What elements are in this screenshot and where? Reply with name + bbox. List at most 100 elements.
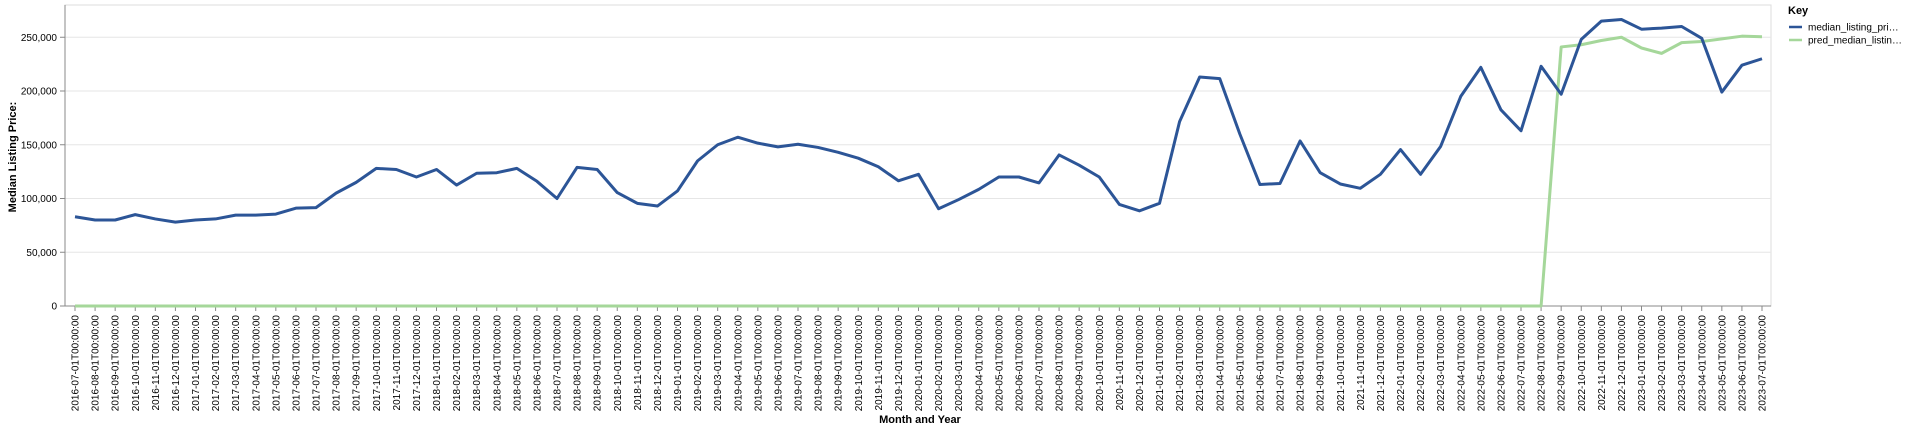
x-tick-label: 2022-04-01T00:00:00 [1456,315,1467,412]
legend-title: Key [1788,5,1809,17]
x-tick-label: 2022-08-01T00:00:00 [1537,315,1548,412]
x-tick-label: 2020-04-01T00:00:00 [974,315,985,412]
x-tick-label: 2018-04-01T00:00:00 [492,315,503,412]
x-tick-label: 2022-05-01T00:00:00 [1476,315,1487,412]
x-tick-label: 2020-10-01T00:00:00 [1095,315,1106,412]
x-tick-label: 2019-09-01T00:00:00 [834,315,845,412]
x-tick-label: 2023-01-01T00:00:00 [1637,315,1648,412]
x-tick-label: 2022-03-01T00:00:00 [1436,315,1447,412]
x-tick-label: 2016-12-01T00:00:00 [171,315,182,412]
series-lines [74,18,1763,308]
y-tick-label: 0 [51,302,57,313]
x-tick-label: 2023-07-01T00:00:00 [1758,315,1769,412]
x-tick-label: 2023-02-01T00:00:00 [1657,315,1668,412]
y-tick-label: 200,000 [21,87,58,98]
x-tick-label: 2018-02-01T00:00:00 [452,315,463,412]
x-tick-label: 2018-03-01T00:00:00 [472,315,483,412]
x-tick-label: 2020-03-01T00:00:00 [954,315,965,412]
x-tick-label: 2021-02-01T00:00:00 [1175,315,1186,412]
x-tick-label: 2017-01-01T00:00:00 [191,315,202,412]
x-tick-label: 2021-12-01T00:00:00 [1376,315,1387,412]
x-tick-label: 2016-08-01T00:00:00 [91,315,102,412]
x-tick-label: 2018-07-01T00:00:00 [553,315,564,412]
x-tick-label: 2019-12-01T00:00:00 [894,315,905,412]
x-tick-label: 2017-06-01T00:00:00 [291,315,302,412]
legend[interactable]: Key median_listing_pri… pred_median_listi… [1788,5,1902,47]
x-tick-label: 2023-05-01T00:00:00 [1717,315,1728,412]
x-tick-label: 2022-01-01T00:00:00 [1396,315,1407,412]
x-tick-label: 2020-12-01T00:00:00 [1135,315,1146,412]
x-tick-label: 2020-09-01T00:00:00 [1075,315,1086,412]
series-line [74,18,1763,224]
x-tick-label: 2020-01-01T00:00:00 [914,315,925,412]
x-tick-label: 2018-06-01T00:00:00 [532,315,543,412]
x-tick-label: 2020-06-01T00:00:00 [1014,315,1025,412]
x-tick-label: 2017-11-01T00:00:00 [392,315,403,411]
y-gridlines [65,36,1771,253]
x-tick-label: 2021-08-01T00:00:00 [1296,315,1307,412]
x-tick-label: 2021-11-01T00:00:00 [1356,315,1367,411]
x-tick-label: 2023-04-01T00:00:00 [1697,315,1708,412]
y-axis-title: Median Listing Price: [7,102,19,213]
x-tick-label: 2021-06-01T00:00:00 [1255,315,1266,412]
x-tick-label: 2022-10-01T00:00:00 [1577,315,1588,412]
x-tick-label: 2021-07-01T00:00:00 [1276,315,1287,412]
x-tick-label: 2022-07-01T00:00:00 [1517,315,1528,412]
x-tick-label: 2016-09-01T00:00:00 [111,315,122,412]
x-tick-label: 2019-04-01T00:00:00 [733,315,744,412]
x-tick-label: 2022-11-01T00:00:00 [1597,315,1608,411]
plot-area [64,4,1772,307]
y-tick-label: 250,000 [21,33,58,44]
plot-border [64,4,1772,307]
x-tick-label: 2020-08-01T00:00:00 [1055,315,1066,412]
x-tick-label: 2017-07-01T00:00:00 [312,315,323,412]
y-tick-label: 150,000 [21,140,58,151]
x-tick-label: 2018-11-01T00:00:00 [633,315,644,411]
x-tick-label: 2017-08-01T00:00:00 [332,315,343,412]
x-tick-label: 2017-03-01T00:00:00 [231,315,242,412]
x-tick-label: 2017-02-01T00:00:00 [211,315,222,412]
x-tick-label: 2020-07-01T00:00:00 [1035,315,1046,412]
x-tick-label: 2016-10-01T00:00:00 [131,315,142,412]
x-axis: 2016-07-01T00:00:00 2016-08-01T00:00:00 20… [65,305,1771,412]
x-axis-title: Month and Year [879,414,961,426]
x-tick-label: 2017-04-01T00:00:00 [251,315,262,412]
x-tick-label: 2021-05-01T00:00:00 [1235,315,1246,412]
x-tick-label: 2022-06-01T00:00:00 [1496,315,1507,412]
x-tick-label: 2019-07-01T00:00:00 [794,315,805,412]
x-tick-label: 2019-11-01T00:00:00 [874,315,885,411]
x-tick-label: 2022-02-01T00:00:00 [1416,315,1427,412]
x-tick-label: 2022-12-01T00:00:00 [1617,315,1628,412]
x-tick-label: 2018-10-01T00:00:00 [613,315,624,412]
x-tick-label: 2019-06-01T00:00:00 [773,315,784,412]
x-tick-label: 2017-12-01T00:00:00 [412,315,423,412]
x-tick-label: 2017-09-01T00:00:00 [352,315,363,412]
x-tick-label: 2023-06-01T00:00:00 [1737,315,1748,412]
x-tick-label: 2021-10-01T00:00:00 [1336,315,1347,412]
x-tick-label: 2020-05-01T00:00:00 [994,315,1005,412]
x-tick-label: 2019-03-01T00:00:00 [713,315,724,412]
x-tick-label: 2019-08-01T00:00:00 [814,315,825,412]
x-tick-label: 2016-11-01T00:00:00 [151,315,162,411]
legend-label: median_listing_pri… [1808,23,1899,34]
x-tick-label: 2016-07-01T00:00:00 [71,315,82,412]
x-tick-label: 2017-05-01T00:00:00 [271,315,282,412]
x-tick-label: 2021-09-01T00:00:00 [1316,315,1327,412]
x-tick-label: 2020-02-01T00:00:00 [934,315,945,412]
y-axis: 0 50,000 100,000 150,000 200,000 250,000 [21,5,66,313]
x-tick-label: 2018-01-01T00:00:00 [432,315,443,412]
x-tick-label: 2021-04-01T00:00:00 [1215,315,1226,412]
y-tick-label: 50,000 [26,248,57,259]
x-tick-label: 2019-05-01T00:00:00 [753,315,764,412]
x-tick-label: 2019-02-01T00:00:00 [693,315,704,412]
x-tick-label: 2021-03-01T00:00:00 [1195,315,1206,412]
series-line [75,34,1763,308]
x-tick-label: 2021-01-01T00:00:00 [1155,315,1166,412]
x-tick-label: 2018-09-01T00:00:00 [593,315,604,412]
x-tick-label: 2018-12-01T00:00:00 [653,315,664,412]
x-tick-label: 2023-03-01T00:00:00 [1677,315,1688,412]
x-tick-label: 2017-10-01T00:00:00 [372,315,383,412]
x-tick-label: 2020-11-01T00:00:00 [1115,315,1126,411]
y-tick-label: 100,000 [21,194,58,205]
